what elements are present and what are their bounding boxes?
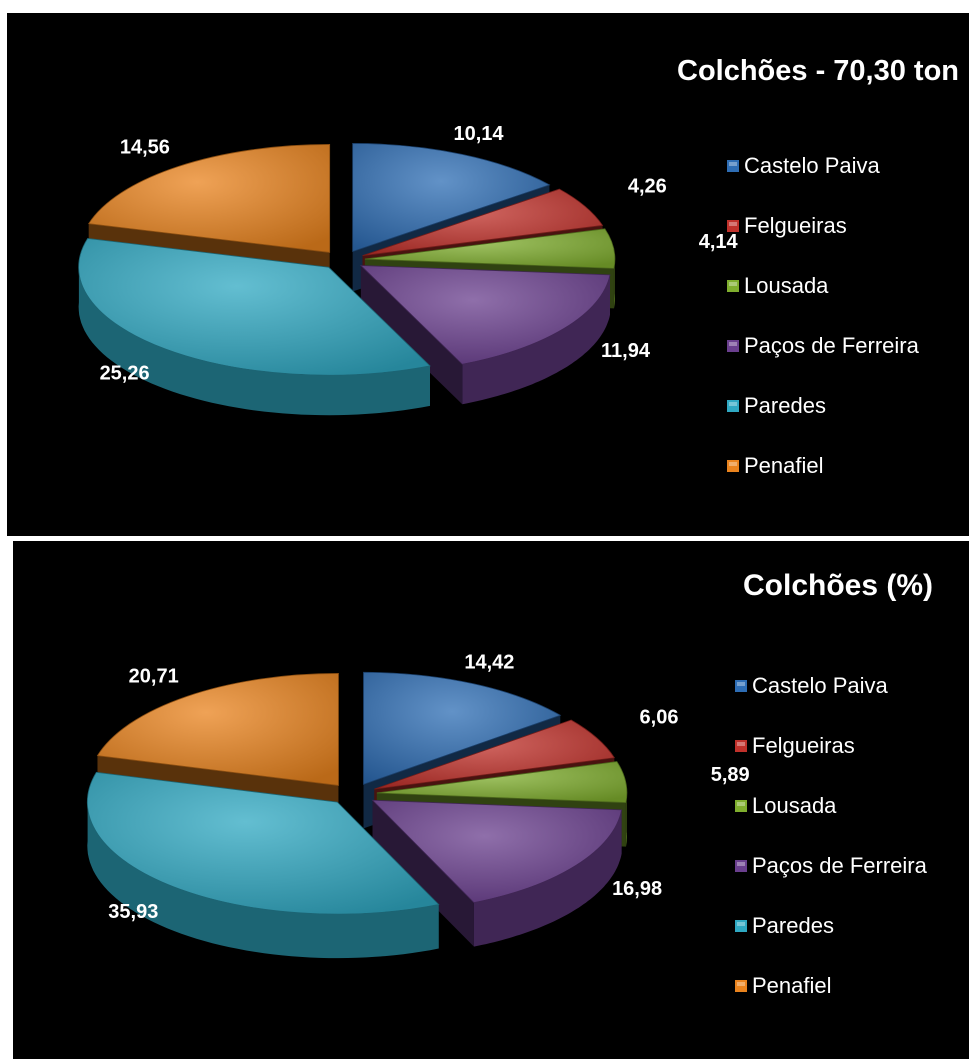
legend-swatch — [727, 340, 739, 352]
legend-swatch — [735, 860, 747, 872]
legend-swatch — [727, 400, 739, 412]
chart-panel-bottom: 14,42 6,06 5,89 16,98 35,93 20,71 Colchões (%… — [13, 541, 969, 1059]
legend-swatch — [735, 680, 747, 692]
legend-label: Castelo Paiva — [744, 153, 880, 178]
legend-swatch — [727, 160, 739, 172]
data-label: 4,14 — [699, 231, 739, 253]
legend-label: Felgueiras — [744, 213, 847, 238]
chart-title: Colchões (%) — [743, 569, 934, 602]
pie-slice-pa-os-de-ferreira — [359, 265, 611, 405]
pie-chart-percentage: 14,42 6,06 5,89 16,98 35,93 20,71 — [86, 652, 750, 959]
chart-panel-top: 10,14 4,26 4,14 11,94 25,26 14,56 Colchões - … — [7, 13, 969, 536]
pie-slice-pa-os-de-ferreira — [371, 799, 623, 947]
legend-swatch — [727, 460, 739, 472]
legend-item-paredes: Paredes — [727, 376, 919, 436]
legend-label: Paços de Ferreira — [752, 853, 927, 878]
legend-swatch — [727, 280, 739, 292]
legend-item-felgueiras: Felgueiras — [735, 716, 927, 776]
legend-item-paredes: Paredes — [735, 896, 927, 956]
data-label: 6,06 — [640, 707, 679, 729]
legend-item-pacos-de-ferreira: Paços de Ferreira — [727, 316, 919, 376]
legend: Castelo Paiva Felgueiras Lousada Paços d… — [727, 136, 919, 496]
legend-item-penafiel: Penafiel — [735, 956, 927, 1016]
legend-item-lousada: Lousada — [727, 256, 919, 316]
legend-swatch — [735, 740, 747, 752]
legend-item-pacos-de-ferreira: Paços de Ferreira — [735, 836, 927, 896]
data-label: 35,93 — [108, 901, 158, 923]
legend-item-castelo-paiva: Castelo Paiva — [727, 136, 919, 196]
legend-item-penafiel: Penafiel — [727, 436, 919, 496]
legend-item-castelo-paiva: Castelo Paiva — [735, 656, 927, 716]
legend-item-lousada: Lousada — [735, 776, 927, 836]
chart-title: Colchões - 70,30 ton — [677, 55, 960, 87]
data-label: 14,56 — [120, 137, 170, 159]
legend-swatch — [735, 920, 747, 932]
legend-swatch — [735, 800, 747, 812]
legend-label: Lousada — [744, 273, 829, 298]
data-label: 14,42 — [464, 652, 514, 674]
legend-item-felgueiras: Felgueiras — [727, 196, 919, 256]
legend-label: Lousada — [752, 793, 837, 818]
data-label: 20,71 — [129, 666, 179, 688]
legend-label: Penafiel — [752, 973, 832, 998]
legend-swatch — [727, 220, 739, 232]
data-label: 25,26 — [100, 363, 150, 385]
data-label: 11,94 — [601, 340, 651, 362]
pie-slice-paredes — [78, 238, 431, 416]
pie-chart-tonnage: 10,14 4,26 4,14 11,94 25,26 14,56 — [78, 123, 739, 416]
legend-label: Paços de Ferreira — [744, 333, 919, 358]
data-label: 10,14 — [453, 123, 504, 145]
legend-label: Penafiel — [744, 453, 824, 478]
data-label: 5,89 — [711, 764, 750, 786]
legend-label: Paredes — [744, 393, 826, 418]
legend-swatch — [735, 980, 747, 992]
legend-label: Paredes — [752, 913, 834, 938]
data-label: 16,98 — [612, 878, 662, 900]
pie-slice-paredes — [86, 771, 440, 959]
legend-label: Castelo Paiva — [752, 673, 888, 698]
data-label: 4,26 — [628, 176, 667, 198]
legend-label: Felgueiras — [752, 733, 855, 758]
legend: Castelo Paiva Felgueiras Lousada Paços d… — [735, 656, 927, 1016]
